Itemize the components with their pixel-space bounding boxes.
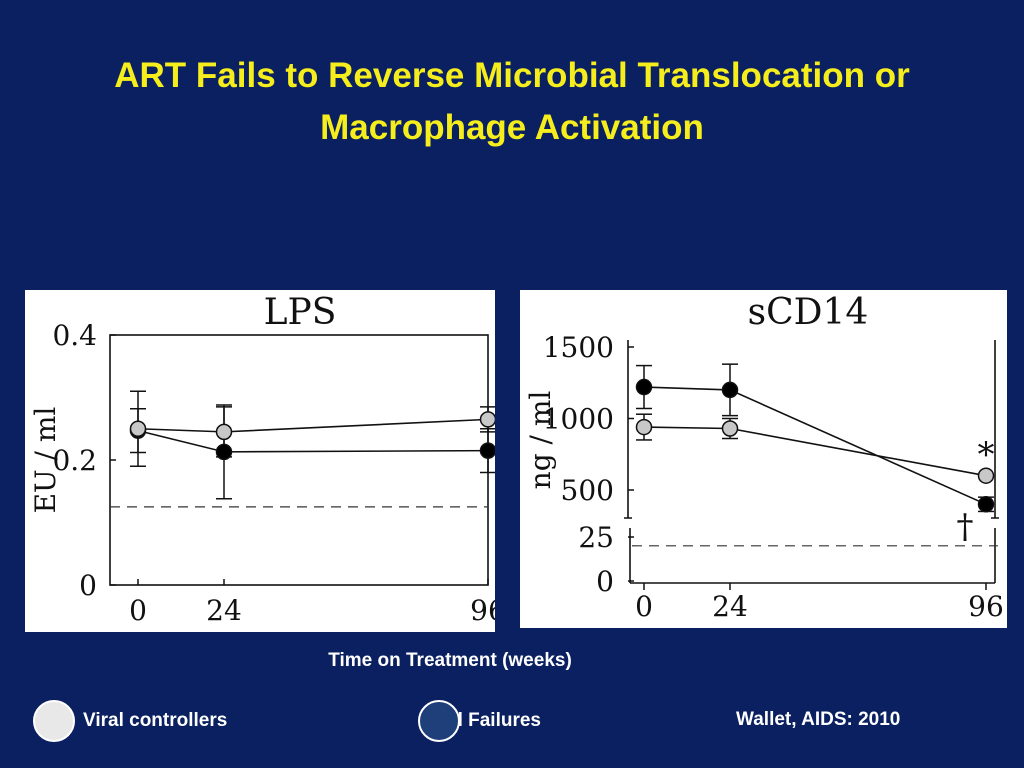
lps-chart-title: LPS [264,292,337,333]
lps-series-line-failures [137,429,489,453]
lps-point-controllers [215,423,233,441]
scd14-point-controllers [721,420,739,437]
citation: Wallet, AIDS: 2010 [736,709,901,730]
scd14-y-tick-label: 500 [561,474,614,507]
scd14-chart-panel: sCD14 ng / ml 0 25 500 1000 1500 0 24 96 * † [520,290,1007,628]
scd14-y-tick-label: 25 [578,521,614,554]
scd14-x-tick-label: 96 [968,590,1004,623]
lps-x-tick-label: 0 [129,594,147,627]
lps-chart: LPS EU / ml 0 0.2 0.4 0 24 96 [29,292,495,627]
lps-y-tick-label: 0 [79,569,97,602]
lps-y-tick-label: 0.4 [52,319,97,352]
scd14-point-controllers [977,467,995,484]
lps-point-failures [215,443,233,461]
scd14-y-tick-label: 0 [596,565,614,598]
scd14-chart: sCD14 ng / ml 0 25 500 1000 1500 0 24 96 *† [524,292,1004,623]
scd14-annotation-dagger: † [957,507,974,547]
lps-y-tick-label: 0.2 [52,444,97,477]
scd14-point-failures [977,496,995,513]
legend-item-controllers: Viral controllers [33,700,227,742]
scd14-annotation-star: * [978,435,995,475]
scd14-y-tick-label: 1000 [543,403,614,436]
scd14-point-failures [721,381,739,399]
legend-swatch-controllers [33,700,75,742]
lps-x-tick-label: 96 [470,594,495,627]
scd14-point-controllers [635,418,653,436]
scd14-x-tick-label: 0 [635,590,653,623]
x-axis-caption: Time on Treatment (weeks) [328,650,572,671]
scd14-series-line-failures [643,386,987,506]
lps-point-controllers [129,420,147,437]
legend-label-controllers: Viral controllers [83,710,228,731]
scd14-y-axis-label: ng / ml [524,391,557,490]
lps-y-axis-label: EU / ml [29,407,62,514]
lps-chart-panel: LPS EU / ml 0 0.2 0.4 0 24 96 [25,290,495,632]
lps-point-controllers [479,411,495,428]
scd14-x-tick-label: 24 [712,590,748,623]
legend-swatch-failures [418,700,460,742]
scd14-chart-title: sCD14 [748,292,869,333]
lps-series-line-controllers [137,418,489,433]
lps-point-failures [479,442,495,459]
scd14-y-tick-label: 1500 [543,331,614,364]
scd14-point-failures [635,378,653,396]
slide-title: ART Fails to Reverse Microbial Transloca… [114,56,910,147]
lps-plot-frame [109,334,489,586]
lps-x-tick-label: 24 [206,594,242,627]
scd14-series-line-controllers [643,426,987,477]
legend-item-failures: Viral Failures [418,700,541,742]
